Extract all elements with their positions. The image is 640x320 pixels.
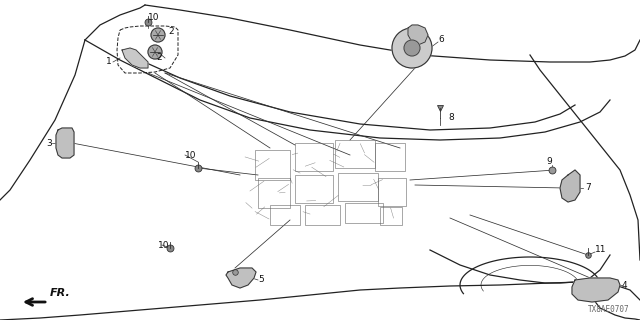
Polygon shape (560, 170, 580, 202)
Text: 1: 1 (106, 58, 112, 67)
Text: TX8AE0707: TX8AE0707 (588, 305, 630, 314)
Text: 9: 9 (547, 157, 552, 166)
Bar (335, 140, 375, 168)
Polygon shape (408, 25, 428, 45)
Bar (378, 178, 406, 206)
Polygon shape (226, 268, 256, 288)
Text: FR.: FR. (50, 288, 71, 298)
Polygon shape (56, 128, 74, 158)
Bar (295, 175, 333, 203)
Bar (258, 178, 290, 208)
Bar (375, 143, 405, 171)
Circle shape (148, 45, 162, 59)
Bar (305, 205, 340, 225)
Text: 7: 7 (585, 183, 591, 193)
Circle shape (392, 28, 432, 68)
Polygon shape (122, 48, 148, 68)
Bar (295, 143, 333, 171)
Circle shape (151, 28, 165, 42)
Text: 11: 11 (595, 245, 607, 254)
Bar (255, 150, 290, 180)
Bar (338, 173, 378, 201)
Bar (270, 205, 300, 225)
Bar (380, 207, 402, 225)
Text: 3: 3 (46, 139, 52, 148)
Text: 6: 6 (438, 36, 444, 44)
Polygon shape (572, 278, 620, 302)
Text: 8: 8 (448, 114, 454, 123)
Bar (345, 203, 383, 223)
Text: 4: 4 (622, 281, 628, 290)
Text: 2: 2 (168, 28, 173, 36)
Text: 10: 10 (158, 241, 170, 250)
Text: 10: 10 (148, 12, 159, 21)
Text: 2: 2 (156, 53, 162, 62)
Text: 5: 5 (258, 276, 264, 284)
Text: 10: 10 (185, 150, 196, 159)
Circle shape (404, 40, 420, 56)
